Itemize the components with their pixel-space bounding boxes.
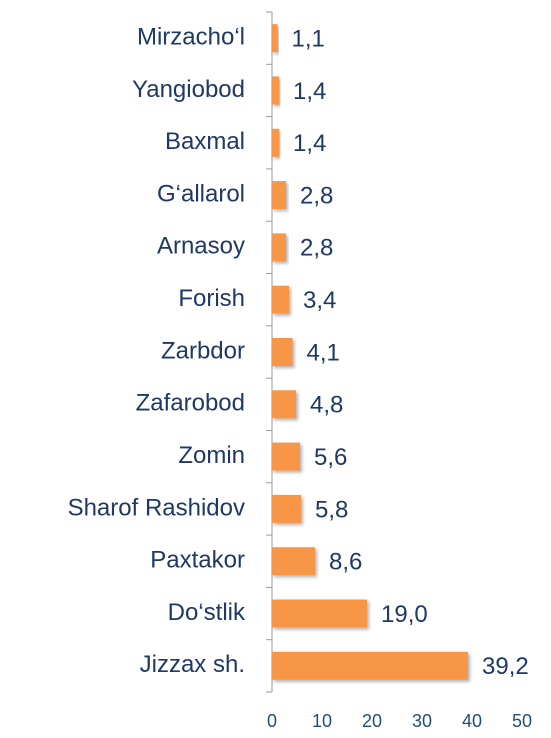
category-label: Yangiobod: [132, 76, 245, 103]
category-label: Baxmal: [165, 128, 245, 155]
bar: [272, 390, 296, 419]
bar: [272, 599, 367, 628]
value-label: 19,0: [381, 601, 428, 628]
category-label: Zarbdor: [161, 337, 245, 364]
bar: [272, 76, 279, 105]
category-label: Zomin: [178, 442, 245, 469]
bar: [272, 651, 468, 680]
category-label: Arnasoy: [157, 233, 245, 260]
value-label: 5,8: [315, 496, 348, 523]
x-tick-label: 40: [462, 711, 482, 731]
category-label: Jizzax sh.: [140, 651, 245, 678]
value-label: 1,1: [292, 25, 325, 52]
x-tick-label: 0: [267, 711, 277, 731]
bar: [272, 181, 286, 210]
value-label: 8,6: [329, 549, 362, 576]
value-label: 1,4: [293, 78, 326, 105]
category-label: Sharof Rashidov: [68, 494, 245, 521]
value-label: 2,8: [300, 182, 333, 209]
x-tick-label: 10: [312, 711, 332, 731]
value-label: 4,8: [310, 392, 343, 419]
bar: [272, 24, 278, 53]
bar: [272, 494, 301, 523]
bar: [272, 233, 286, 262]
category-label: Zafarobod: [136, 390, 245, 417]
value-label: 1,4: [293, 130, 326, 157]
category-label: Forish: [178, 285, 245, 312]
x-tick-label: 50: [512, 711, 532, 731]
x-tick-label: 20: [362, 711, 382, 731]
value-label: 39,2: [482, 653, 529, 680]
bar: [272, 338, 293, 366]
value-label: 2,8: [300, 235, 333, 262]
bar: [272, 285, 289, 314]
x-tick-label: 30: [412, 711, 432, 731]
value-label: 5,6: [314, 444, 347, 471]
bar: [272, 442, 300, 471]
value-label: 4,1: [307, 339, 340, 366]
category-label: Mirzacho‘l: [137, 23, 245, 50]
value-label: 3,4: [303, 287, 336, 314]
bar: [272, 547, 315, 576]
bar: [272, 128, 279, 157]
category-label: G‘allarol: [157, 180, 245, 207]
category-label: Paxtakor: [150, 547, 245, 574]
category-label: Do‘stlik: [168, 599, 246, 626]
